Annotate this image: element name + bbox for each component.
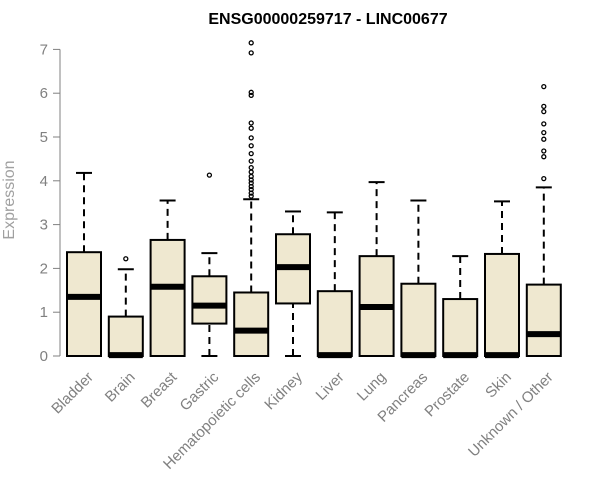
y-tick-label-0: 0 bbox=[40, 348, 48, 365]
box-rect bbox=[191, 275, 228, 325]
outlier-point bbox=[248, 143, 254, 149]
box-5 bbox=[275, 210, 311, 357]
outlier-point bbox=[248, 120, 254, 126]
y-tick-label-4: 4 bbox=[40, 173, 48, 190]
outlier-point bbox=[123, 256, 129, 262]
outlier-point bbox=[248, 89, 254, 95]
box-4 bbox=[233, 40, 270, 357]
outlier-point bbox=[541, 108, 547, 115]
box-9 bbox=[442, 255, 479, 359]
box-rect bbox=[233, 291, 270, 357]
outlier-point bbox=[541, 154, 547, 160]
outlier-point bbox=[248, 169, 254, 175]
outlier-point bbox=[248, 186, 254, 193]
y-tick-label-6: 6 bbox=[40, 85, 48, 102]
box-8 bbox=[400, 199, 437, 359]
x-label-2: Breast bbox=[138, 368, 181, 411]
outlier-point bbox=[248, 50, 254, 56]
outlier-point bbox=[248, 125, 254, 131]
box-11 bbox=[525, 83, 562, 357]
outlier-point bbox=[541, 175, 547, 182]
outlier-point bbox=[248, 92, 254, 99]
box-7 bbox=[358, 181, 395, 357]
y-tick-label-7: 7 bbox=[40, 41, 48, 58]
box-2 bbox=[149, 199, 186, 357]
box-rect bbox=[525, 283, 562, 357]
chart-title: ENSG00000259717 - LINC00677 bbox=[208, 11, 447, 28]
y-axis-label: Expression bbox=[1, 160, 18, 239]
outlier-point bbox=[541, 121, 547, 127]
x-label-5: Kidney bbox=[261, 368, 306, 413]
y-tick-label-1: 1 bbox=[40, 304, 48, 321]
box-10 bbox=[484, 200, 520, 359]
outlier-point bbox=[248, 193, 254, 199]
y-tick-label-5: 5 bbox=[40, 129, 48, 146]
outlier-point bbox=[541, 103, 547, 109]
x-label-1: Brain bbox=[102, 369, 139, 406]
box-rect bbox=[316, 290, 353, 357]
box-rect bbox=[149, 238, 186, 357]
box-rect bbox=[66, 251, 102, 357]
x-label-7: Lung bbox=[354, 369, 390, 405]
outlier-point bbox=[541, 148, 547, 154]
box-rect bbox=[107, 315, 144, 357]
y-tick-label-2: 2 bbox=[40, 260, 48, 277]
box-0 bbox=[66, 171, 102, 357]
outlier-point bbox=[248, 165, 254, 171]
x-label-6: Liver bbox=[313, 369, 348, 404]
outlier-point bbox=[248, 40, 254, 46]
outlier-point bbox=[248, 158, 254, 164]
outlier-point bbox=[541, 129, 547, 136]
y-tick-label-3: 3 bbox=[40, 217, 48, 234]
outlier-point bbox=[248, 173, 254, 180]
x-label-9: Prostate bbox=[421, 369, 473, 421]
box-6 bbox=[316, 211, 353, 359]
box-1 bbox=[107, 256, 144, 359]
outlier-point bbox=[541, 83, 547, 90]
plot-area bbox=[66, 40, 562, 359]
x-label-0: Bladder bbox=[48, 369, 97, 418]
outlier-point bbox=[541, 136, 547, 142]
x-label-10: Skin bbox=[482, 369, 515, 402]
box-rect bbox=[484, 252, 520, 357]
box-rect bbox=[400, 282, 437, 358]
outlier-point bbox=[248, 180, 254, 186]
outlier-point bbox=[206, 172, 213, 178]
box-3 bbox=[191, 172, 228, 357]
outlier-point bbox=[248, 135, 254, 141]
outlier-point bbox=[248, 150, 254, 157]
y-axis: 0 1 2 3 4 5 6 7 bbox=[40, 41, 61, 365]
box-rect bbox=[442, 298, 479, 357]
